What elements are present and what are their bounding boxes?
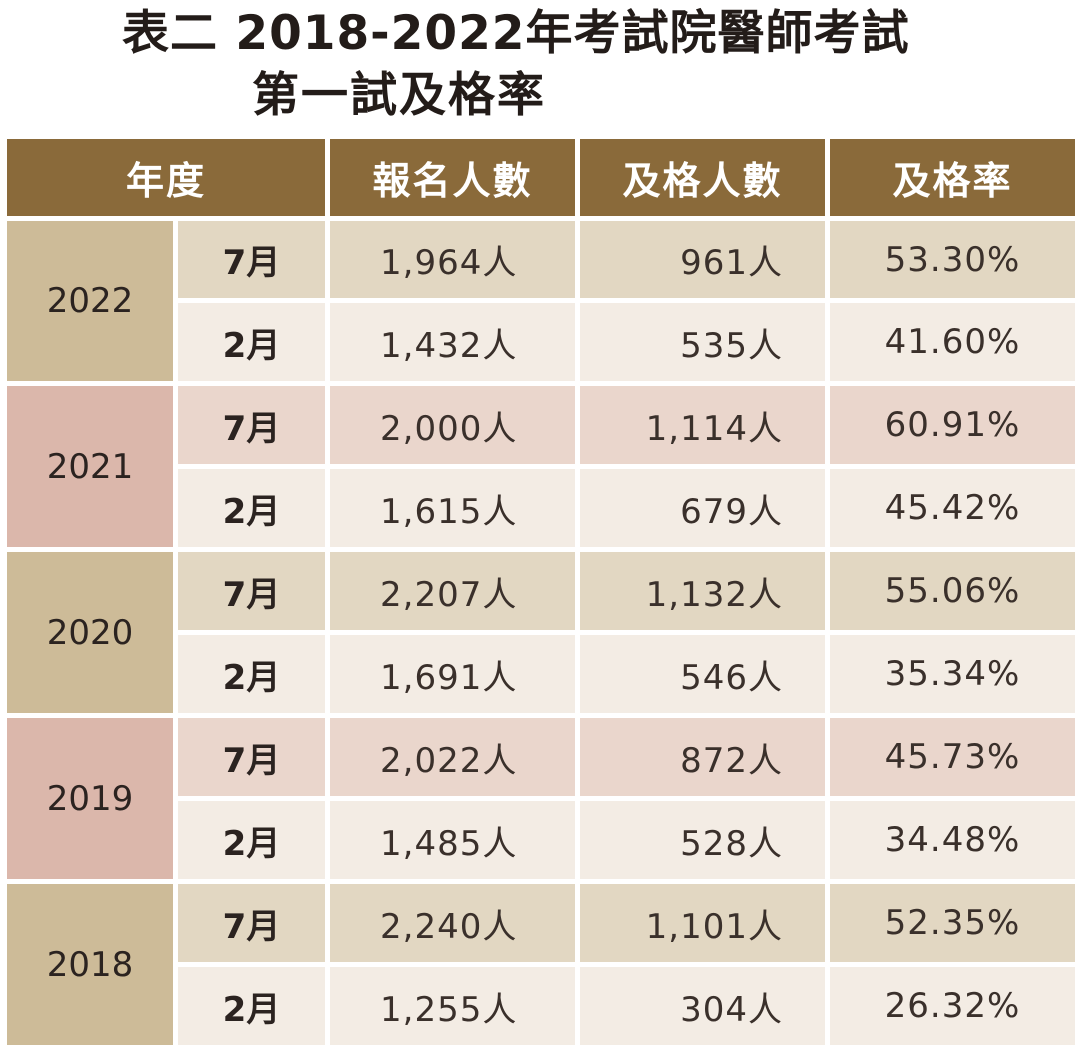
month-cell: 7月 [178,718,325,796]
month-cell: 2月 [178,469,325,547]
month-cell: 2月 [178,635,325,713]
registered-cell: 1,485人 [330,801,575,879]
rate-cell: 45.42% [830,469,1075,547]
year-cell: 2018 [7,884,173,1045]
year-cell: 2022 [7,221,173,381]
rate-cell: 52.35% [830,884,1075,962]
registered-cell: 1,964人 [330,221,575,298]
rate-cell: 53.30% [830,221,1075,298]
title-line-2: 第一試及格率 [252,68,546,123]
rate-cell: 26.32% [830,967,1075,1045]
passed-cell: 528人 [580,801,825,879]
passed-cell: 1,101人 [580,884,825,962]
year-cell: 2021 [7,386,173,547]
year-cell: 2019 [7,718,173,879]
header-registered: 報名人數 [330,139,575,216]
rate-cell: 35.34% [830,635,1075,713]
registered-cell: 2,240人 [330,884,575,962]
registered-cell: 2,207人 [330,552,575,630]
registered-cell: 2,022人 [330,718,575,796]
passed-cell: 679人 [580,469,825,547]
month-cell: 2月 [178,303,325,381]
rate-cell: 60.91% [830,386,1075,464]
passed-cell: 304人 [580,967,825,1045]
rate-cell: 45.73% [830,718,1075,796]
rate-cell: 34.48% [830,801,1075,879]
table-title: 表二 2018-2022年考試院醫師考試 第一試及格率 [0,0,1080,135]
month-cell: 7月 [178,386,325,464]
month-cell: 2月 [178,967,325,1045]
rate-cell: 41.60% [830,303,1075,381]
header-year: 年度 [7,139,325,216]
registered-cell: 1,615人 [330,469,575,547]
rate-cell: 55.06% [830,552,1075,630]
title-line-1: 表二 2018-2022年考試院醫師考試 [122,6,910,61]
registered-cell: 2,000人 [330,386,575,464]
passed-cell: 535人 [580,303,825,381]
passed-cell: 546人 [580,635,825,713]
month-cell: 2月 [178,801,325,879]
registered-cell: 1,432人 [330,303,575,381]
registered-cell: 1,691人 [330,635,575,713]
registered-cell: 1,255人 [330,967,575,1045]
year-cell: 2020 [7,552,173,713]
pass-rate-table: 年度 報名人數 及格人數 及格率 2022 7月 1,964人 961人 53.… [0,135,1080,1053]
passed-cell: 961人 [580,221,825,298]
month-cell: 7月 [178,221,325,298]
header-passed: 及格人數 [580,139,825,216]
header-rate: 及格率 [830,139,1075,216]
passed-cell: 872人 [580,718,825,796]
month-cell: 7月 [178,884,325,962]
passed-cell: 1,132人 [580,552,825,630]
month-cell: 7月 [178,552,325,630]
passed-cell: 1,114人 [580,386,825,464]
